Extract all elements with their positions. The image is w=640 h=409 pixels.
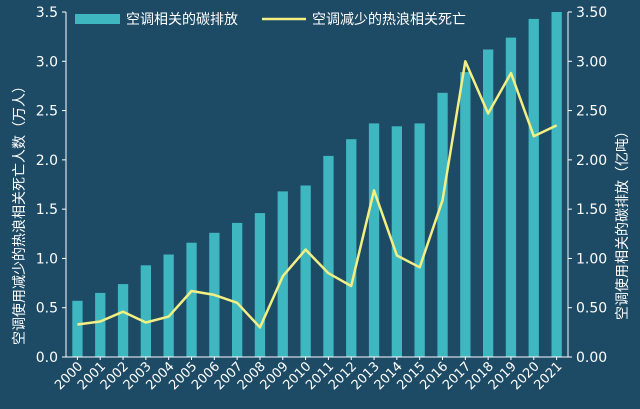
bars-layer bbox=[72, 12, 562, 357]
legend-swatch-bar bbox=[75, 14, 120, 24]
bar-2004 bbox=[164, 255, 174, 358]
y-tick-label-left: 2.0 bbox=[36, 153, 58, 169]
y-tick-label-left: 0.5 bbox=[36, 301, 58, 317]
y-tick-label-left: 3.5 bbox=[36, 5, 58, 21]
bar-2017 bbox=[460, 72, 470, 357]
bar-2001 bbox=[95, 293, 105, 357]
y-tick-label-left: 1.0 bbox=[36, 251, 58, 267]
y-tick-label-right: 0.00 bbox=[576, 350, 607, 366]
y-tick-label-left: 1.5 bbox=[36, 202, 58, 218]
legend: 空调相关的碳排放 空调减少的热浪相关死亡 bbox=[75, 12, 466, 28]
bar-2003 bbox=[141, 265, 151, 357]
legend-label-bar: 空调相关的碳排放 bbox=[126, 12, 238, 28]
bar-2000 bbox=[72, 301, 82, 357]
y-tick-label-right: 3.50 bbox=[576, 5, 607, 21]
bar-2002 bbox=[118, 284, 128, 357]
y-tick-label-right: 3.00 bbox=[576, 54, 607, 70]
legend-label-line: 空调减少的热浪相关死亡 bbox=[312, 12, 466, 28]
bar-2021 bbox=[552, 12, 562, 357]
y-tick-label-right: 0.50 bbox=[576, 301, 607, 317]
y-tick-label-right: 1.00 bbox=[576, 251, 607, 267]
bar-2015 bbox=[415, 123, 425, 357]
y-axis-label-right: 空调使用相关的碳排放（亿吨） bbox=[614, 124, 631, 320]
bar-2013 bbox=[369, 123, 379, 357]
y-tick-label-left: 3.0 bbox=[36, 54, 58, 70]
y-tick-label-left: 2.5 bbox=[36, 104, 58, 120]
y-tick-label-right: 1.50 bbox=[576, 202, 607, 218]
y-axis-label-left: 空调使用减少的热浪相关死亡人数（万人） bbox=[11, 79, 28, 345]
bar-2005 bbox=[186, 243, 196, 357]
bar-2007 bbox=[232, 223, 242, 357]
bar-2012 bbox=[346, 139, 356, 357]
bar-2011 bbox=[323, 156, 333, 357]
bar-2018 bbox=[483, 50, 493, 358]
bar-2020 bbox=[529, 19, 539, 357]
bar-2016 bbox=[437, 93, 447, 357]
bar-2008 bbox=[255, 213, 265, 357]
bar-2010 bbox=[301, 186, 311, 358]
y-tick-label-left: 0.0 bbox=[36, 350, 58, 366]
y-tick-label-right: 2.00 bbox=[576, 153, 607, 169]
bar-2009 bbox=[278, 191, 288, 357]
y-tick-label-right: 2.50 bbox=[576, 104, 607, 120]
